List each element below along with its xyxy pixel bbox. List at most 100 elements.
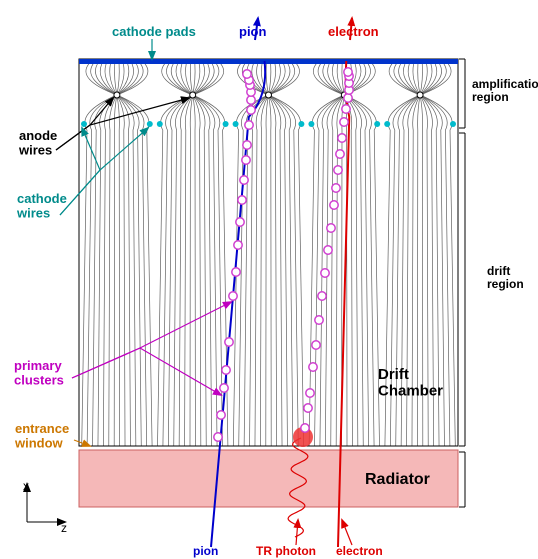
field-line bbox=[193, 95, 196, 446]
field-line bbox=[269, 95, 272, 446]
field-line bbox=[193, 95, 201, 446]
label-pion-bottom: pion bbox=[193, 544, 218, 558]
field-line bbox=[336, 95, 344, 446]
field-line bbox=[193, 64, 195, 95]
primary-cluster bbox=[306, 389, 314, 397]
label-entrance-window: entrancewindow bbox=[14, 421, 69, 450]
field-line bbox=[115, 64, 117, 95]
label-primary-clusters: primaryclusters bbox=[14, 358, 64, 387]
bracket bbox=[459, 133, 465, 446]
leader-line bbox=[56, 98, 189, 150]
field-line bbox=[269, 95, 277, 446]
cathode-plane bbox=[79, 59, 458, 64]
label-tr-photon: TR photon bbox=[256, 544, 316, 558]
primary-cluster bbox=[217, 411, 225, 419]
primary-cluster bbox=[304, 404, 312, 412]
primary-cluster bbox=[332, 184, 340, 192]
primary-cluster bbox=[247, 106, 255, 114]
primary-cluster bbox=[247, 96, 255, 104]
primary-cluster bbox=[229, 292, 237, 300]
anode-wire bbox=[114, 92, 120, 98]
primary-cluster bbox=[334, 166, 342, 174]
primary-cluster bbox=[238, 196, 246, 204]
primary-cluster bbox=[344, 94, 352, 102]
primary-cluster bbox=[301, 424, 309, 432]
primary-cluster bbox=[240, 176, 248, 184]
primary-cluster bbox=[344, 68, 352, 76]
label-x-axis: x bbox=[23, 479, 29, 493]
field-line bbox=[342, 64, 344, 95]
primary-cluster bbox=[243, 70, 251, 78]
field-line bbox=[117, 95, 147, 446]
primary-cluster bbox=[338, 134, 346, 142]
label-cathode-wires: cathodewires bbox=[16, 191, 67, 220]
trd-diagram: cathode pads pion electron amplificationreg… bbox=[0, 0, 538, 559]
leader-line bbox=[72, 302, 231, 378]
cathode-wire bbox=[308, 121, 314, 127]
label-drift-region: driftregion bbox=[487, 264, 524, 291]
primary-cluster bbox=[336, 150, 344, 158]
cathode-wire bbox=[450, 121, 456, 127]
field-line bbox=[185, 95, 193, 446]
primary-cluster bbox=[321, 269, 329, 277]
leader-line bbox=[342, 520, 352, 545]
field-line bbox=[117, 95, 120, 446]
cathode-wire bbox=[233, 121, 239, 127]
field-line bbox=[420, 64, 422, 95]
field-line bbox=[315, 95, 345, 446]
field-line bbox=[114, 95, 117, 446]
cathode-wire bbox=[81, 121, 87, 127]
field-line bbox=[117, 95, 125, 446]
primary-cluster bbox=[234, 241, 242, 249]
primary-cluster bbox=[340, 118, 348, 126]
cathode-wire bbox=[298, 121, 304, 127]
label-cathode-pads: cathode pads bbox=[112, 24, 196, 39]
primary-cluster bbox=[242, 156, 250, 164]
leader-line bbox=[72, 348, 221, 395]
label-z-axis: z bbox=[61, 521, 67, 535]
label-electron-bottom: electron bbox=[336, 544, 383, 558]
leader-line bbox=[296, 520, 298, 545]
leader-line bbox=[60, 128, 148, 215]
bracket bbox=[459, 59, 465, 128]
primary-cluster bbox=[245, 121, 253, 129]
primary-cluster bbox=[327, 224, 335, 232]
anode-wire bbox=[266, 92, 272, 98]
primary-cluster bbox=[309, 363, 317, 371]
primary-cluster bbox=[243, 141, 251, 149]
field-line bbox=[269, 95, 299, 446]
primary-cluster bbox=[236, 218, 244, 226]
bracket bbox=[459, 452, 465, 507]
primary-cluster bbox=[318, 292, 326, 300]
field-line bbox=[418, 64, 420, 95]
anode-wire bbox=[417, 92, 423, 98]
cathode-wire bbox=[374, 121, 380, 127]
cathode-wire bbox=[384, 121, 390, 127]
field-line bbox=[117, 64, 119, 95]
field-line bbox=[260, 95, 268, 446]
primary-cluster bbox=[312, 341, 320, 349]
cathode-wire bbox=[223, 121, 229, 127]
field-line bbox=[190, 95, 193, 446]
label-radiator: Radiator bbox=[365, 471, 430, 488]
primary-cluster bbox=[330, 201, 338, 209]
primary-cluster bbox=[315, 316, 323, 324]
field-line bbox=[266, 95, 269, 446]
primary-cluster bbox=[232, 268, 240, 276]
primary-cluster bbox=[214, 433, 222, 441]
primary-cluster bbox=[220, 384, 228, 392]
field-line bbox=[109, 95, 117, 446]
field-line bbox=[87, 95, 117, 446]
primary-cluster bbox=[222, 366, 230, 374]
primary-cluster bbox=[225, 338, 233, 346]
label-electron-top: electron bbox=[328, 24, 379, 39]
primary-cluster bbox=[342, 105, 350, 113]
field-line bbox=[269, 64, 271, 95]
label-anode-wires: anodewires bbox=[18, 128, 57, 157]
field-line bbox=[266, 64, 268, 95]
anode-wire bbox=[190, 92, 196, 98]
label-pion-top: pion bbox=[239, 24, 266, 39]
label-amplification-region: amplificationregion bbox=[472, 77, 538, 104]
primary-cluster bbox=[324, 246, 332, 254]
field-line bbox=[190, 64, 192, 95]
